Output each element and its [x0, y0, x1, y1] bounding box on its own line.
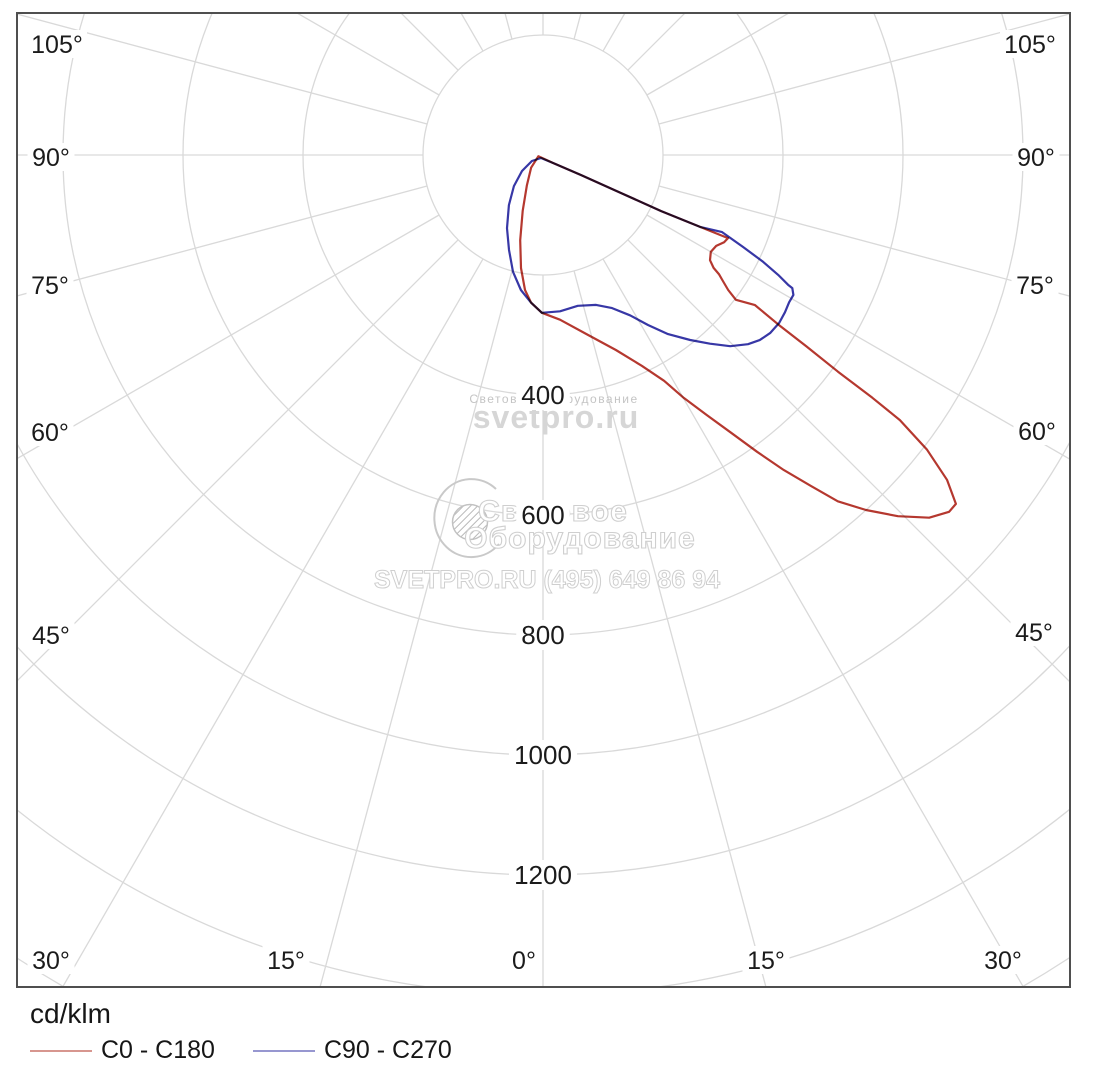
angle-label: 90° — [1017, 144, 1055, 172]
grid-ray — [658, 185, 1070, 297]
angle-label-bg — [26, 271, 74, 299]
grid-ray — [646, 13, 791, 96]
legend-swatch-c90 — [252, 1049, 315, 1052]
curves — [505, 155, 957, 519]
angle-label-bg — [27, 143, 75, 171]
curve-c90-c270 — [505, 156, 795, 348]
legend-item-c90: C90 - C270 — [252, 1036, 452, 1065]
radial-tick-label: 800 — [521, 620, 564, 650]
radial-label-bg — [509, 860, 577, 890]
angle-label: 30° — [984, 947, 1022, 975]
angle-label-bg — [1010, 618, 1058, 646]
radial-label-bg — [516, 500, 570, 530]
angle-label: 15° — [747, 947, 785, 975]
angle-label-bg — [979, 946, 1027, 974]
angle-label-bg — [1000, 30, 1060, 58]
angle-label: 45° — [1015, 619, 1053, 647]
radial-label-bg — [516, 620, 570, 650]
angle-label: 45° — [32, 622, 70, 650]
angle-label: 105° — [1004, 31, 1056, 59]
curve-c0-c180 — [519, 155, 957, 519]
angle-label: 15° — [267, 947, 305, 975]
grid-ray — [627, 239, 1070, 683]
angle-labels: 105° 90° 75° 60° 45° 30° 15° 0° 15° 30° 45° 60° 75° 9… — [26, 30, 1061, 975]
angle-label-bg — [26, 418, 74, 446]
grid-ray — [61, 258, 484, 987]
radial-label-bg — [516, 380, 570, 410]
angle-label-bg — [27, 30, 87, 58]
angle-label: 75° — [31, 272, 69, 300]
grid-ray — [602, 13, 626, 52]
angle-label-bg — [262, 946, 310, 974]
angle-label: 30° — [32, 947, 70, 975]
logo-hatched-ball — [451, 503, 489, 541]
angle-label-bg — [1011, 271, 1059, 299]
angle-label-bg — [1013, 417, 1061, 445]
grid-ray — [17, 13, 428, 125]
watermark-outline-line2: Оборудование — [464, 522, 695, 555]
legend-item-c0: C0 - C180 — [30, 1036, 215, 1065]
chart-legend: cd/klm C0 - C180 C90 - C270 — [30, 998, 630, 1065]
angle-label: 90° — [32, 144, 70, 172]
angle-label: 75° — [1016, 272, 1054, 300]
angle-label-bg — [27, 946, 75, 974]
grid-circle — [422, 34, 664, 276]
legend-rows: C0 - C180 C90 - C270 — [30, 1036, 630, 1065]
legend-label-c90: C90 - C270 — [323, 1036, 452, 1064]
angle-label: 60° — [1018, 418, 1056, 446]
grid-ray — [658, 13, 1070, 125]
grid-ray — [504, 13, 513, 40]
grid-ray — [460, 13, 484, 52]
radial-label-bg — [509, 740, 577, 770]
grid-ray — [319, 270, 513, 987]
angle-label: 60° — [31, 419, 69, 447]
logo-arc — [433, 478, 500, 559]
grid-ray — [17, 185, 428, 297]
grid-ray — [573, 270, 767, 987]
grid-ray — [573, 13, 582, 40]
angle-label-bg — [27, 621, 75, 649]
grid-ray — [295, 13, 440, 96]
grid-ray — [602, 258, 1025, 987]
radial-tick-label: 1200 — [514, 860, 572, 890]
watermark-phone-line: SVETPRO.RU (495) 649 86 94 — [374, 566, 720, 594]
grid-ray — [17, 239, 459, 682]
angle-label-bg — [507, 946, 541, 974]
angle-label: 0° — [512, 947, 536, 975]
legend-label-c0: C0 - C180 — [101, 1036, 215, 1064]
radial-tick-label: 1000 — [514, 740, 572, 770]
units-label: cd/klm — [30, 998, 111, 1029]
radial-tick-label: 600 — [521, 500, 564, 530]
angle-label: 105° — [31, 31, 83, 59]
radial-tick-labels: 400 600 800 1000 1200 — [509, 380, 577, 890]
angle-label-bg — [1012, 143, 1060, 171]
radial-tick-label: 400 — [521, 380, 564, 410]
legend-swatch-c0 — [30, 1049, 92, 1052]
watermark-logo-icon — [433, 478, 500, 559]
angle-label-bg — [742, 946, 790, 974]
plot-frame — [16, 12, 1071, 988]
